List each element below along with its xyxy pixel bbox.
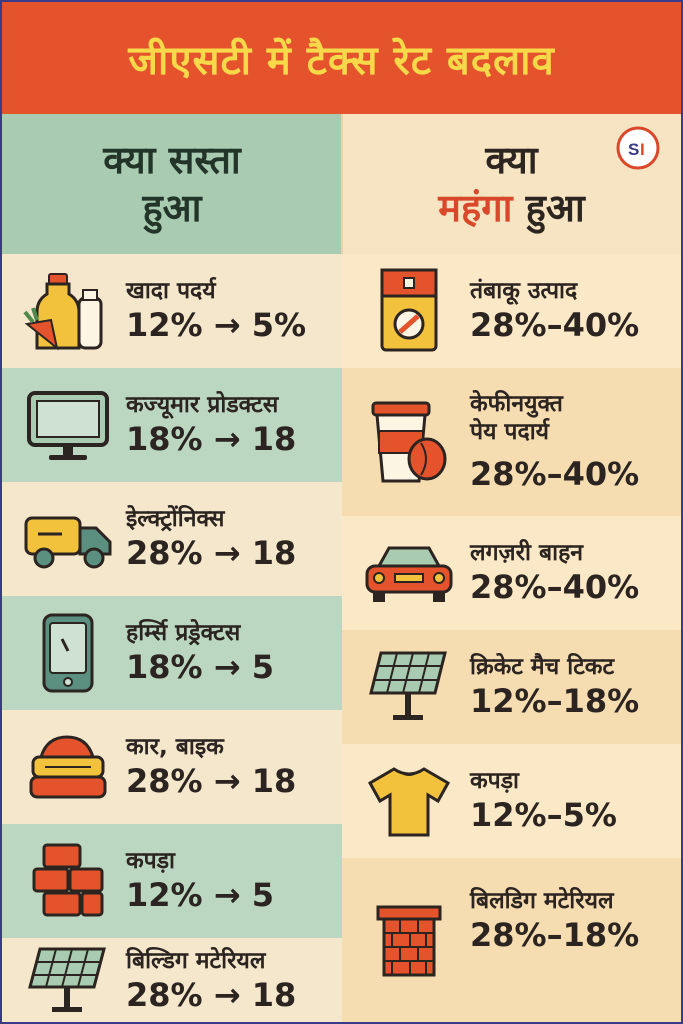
item-rate: 12%–18% [470,682,640,720]
tshirt-icon [354,763,464,839]
item-rate: 28% → 18 [126,534,297,572]
food-bottles-icon [16,268,120,354]
cheaper-header-line1: क्या सस्ता [103,138,241,182]
item-rate: 28%–18% [470,916,640,954]
item-name: लगज़री बाहन [470,540,584,566]
cheaper-item: इेल्क्ट्रोंनिक्स 28% → 18 [2,482,342,596]
cheaper-item: कार, बाइक 28% → 18 [2,710,342,824]
item-name: इेल्क्ट्रोंनिक्स [126,506,225,532]
coffee-cup-icon [354,397,464,487]
item-rate: 12% → 5 [126,876,274,914]
item-name: बिल्डिग मटेरियल [126,948,266,974]
car-icon [354,540,464,606]
item-rate: 28%–40% [470,306,640,344]
item-name: कपड़ा [470,768,519,794]
costlier-header-line2: महंगा हुआ [438,184,584,232]
costlier-item: केफीनयुक्त पेय पदार्य 28%–40% [342,368,681,516]
item-name-line1: केफीनयुक्त [470,391,563,417]
folded-clothes-icon [16,731,120,803]
phone-icon [16,611,120,695]
cheaper-item: हर्म्सि प्रड्रेक्टस 18% → 5 [2,596,342,710]
truck-icon [16,504,120,574]
costlier-item: तंबाकू उत्पाद 28%–40% [342,254,681,368]
monitor-icon [16,385,120,465]
costlier-header-line1: क्या [485,138,538,182]
item-rate: 18% → 18 [126,420,297,458]
costlier-item: बिलडिग मटेरियल 28%–18% [342,858,681,1022]
item-name: कार, बाइक [126,734,224,760]
logo-icon: S I [616,126,660,170]
costlier-header-accent: महंगा [438,186,513,230]
brick-chimney-icon [354,903,464,979]
item-rate: 28% → 18 [126,976,297,1014]
costlier-item: क्रिकेट मैच टिकट 12%–18% [342,630,681,744]
cheaper-item: खादा पदर्य 12% → 5% [2,254,342,368]
item-rate: 28%–40% [470,568,640,606]
item-name: बिलडिग मटेरियल [470,888,614,914]
item-name: कपड़ा [126,848,175,874]
item-name: क्रिकेट मैच टिकट [470,654,615,680]
item-name-line2: पेय पदार्य [470,419,549,445]
tobacco-pack-icon [354,266,464,356]
costlier-header-rest: हुआ [512,186,585,230]
item-rate: 28%–40% [470,455,640,493]
item-name: कज्यूमार प्रोडक्टस [126,392,279,418]
title-banner: जीएसटी में टैक्स रेट बदलाव [2,2,681,114]
cheaper-item: कपड़ा 12% → 5 [2,824,342,938]
cheaper-item: बिल्डिग मटेरियल 28% → 18 [2,938,342,1022]
item-name: हर्म्सि प्रड्रेक्टस [126,620,241,646]
solar-panel-icon [354,649,464,725]
bricks-icon [16,841,120,921]
cheaper-item: कज्यूमार प्रोडक्टस 18% → 18 [2,368,342,482]
item-rate: 12%–5% [470,796,617,834]
page-title: जीएसटी में टैक्स रेट बदलाव [128,37,555,84]
svg-text:S: S [628,140,639,159]
item-name: खादा पदर्य [126,278,216,304]
item-rate: 28% → 18 [126,762,297,800]
item-rate: 18% → 5 [126,648,274,686]
item-rate: 12% → 5% [126,306,307,344]
costlier-item: कपड़ा 12%–5% [342,744,681,858]
svg-text:I: I [640,140,645,159]
item-name: तंबाकू उत्पाद [470,278,578,304]
costlier-item: लगज़री बाहन 28%–40% [342,516,681,630]
cheaper-column-header: क्या सस्ता हुआ [2,114,342,254]
cheaper-header-line2: हुआ [142,186,202,230]
solar-panel-icon [16,945,120,1017]
